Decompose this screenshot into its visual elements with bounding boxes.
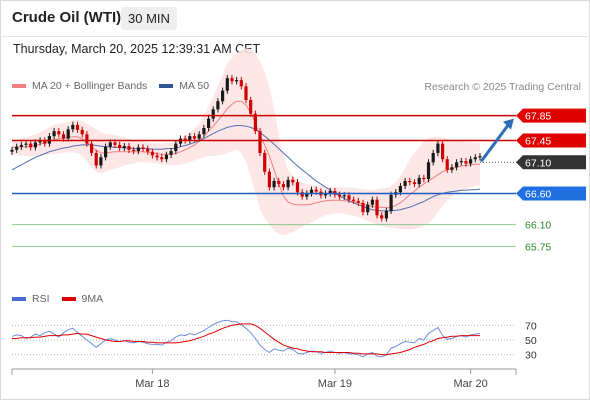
rsi-legend: RSI 9MA (12, 293, 115, 305)
legend-label-ma20: MA 20 + Bollinger Bands (32, 80, 148, 92)
legend-swatch-rsi (12, 297, 26, 301)
research-credit: Research © 2025 Trading Central (424, 81, 581, 93)
legend-label-9ma: 9MA (81, 293, 104, 305)
instrument-title: Crude Oil (WTI) (12, 9, 122, 26)
legend-swatch-9ma (61, 297, 76, 301)
price-legend: MA 20 + Bollinger Bands MA 50 (12, 80, 221, 92)
header-divider (0, 36, 590, 37)
legend-label-rsi: RSI (32, 293, 50, 305)
legend-swatch-ma50 (159, 84, 174, 88)
timestamp: Thursday, March 20, 2025 12:39:31 AM CET (13, 42, 261, 56)
legend-item-ma50: MA 50 (159, 80, 209, 92)
legend-label-ma50: MA 50 (179, 80, 210, 92)
timeframe-badge[interactable]: 30 MIN (121, 7, 177, 30)
legend-swatch-ma20 (12, 84, 26, 88)
legend-item-rsi: RSI (12, 293, 50, 305)
chart-header: Crude Oil (WTI) 30 MIN (0, 0, 590, 36)
legend-item-ma20: MA 20 + Bollinger Bands (12, 80, 147, 92)
legend-item-9ma: 9MA (61, 293, 104, 305)
